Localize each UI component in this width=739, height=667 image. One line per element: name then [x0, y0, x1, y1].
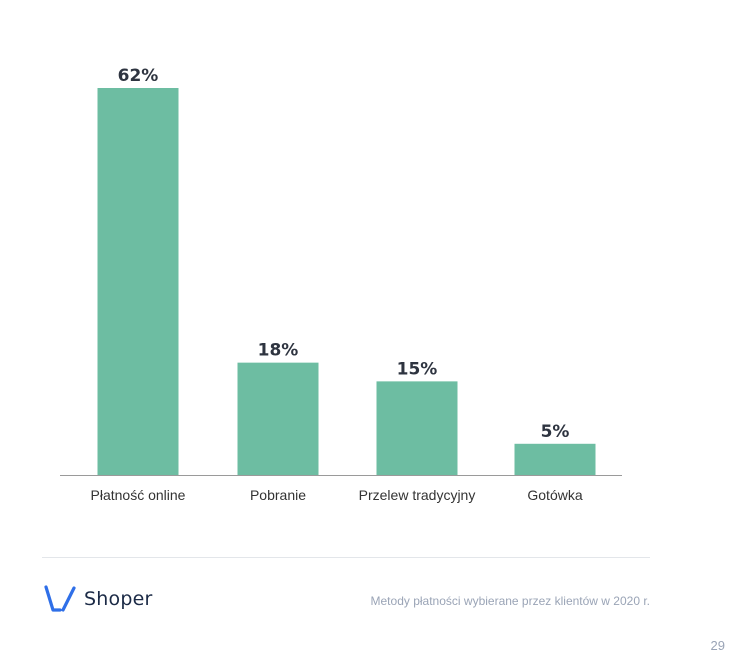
value-labels-group: 62% 18% 15% 5%	[118, 66, 570, 442]
shoper-logo: Shoper	[42, 583, 153, 615]
category-label-1: Płatność online	[91, 487, 186, 503]
bar-1	[97, 88, 179, 475]
value-label-4: 5%	[541, 422, 570, 442]
category-labels-group: Płatność online Pobranie Przelew tradycyjn…	[91, 487, 583, 503]
chart-caption: Metody płatności wybierane przez klientó…	[370, 594, 650, 608]
bar-2	[237, 362, 319, 475]
value-label-2: 18%	[258, 341, 299, 361]
category-label-4: Gotówka	[527, 487, 582, 503]
bar-4	[514, 443, 596, 475]
category-label-3: Przelew tradycyjny	[359, 487, 476, 503]
value-label-3: 15%	[397, 359, 438, 379]
value-label-1: 62%	[118, 66, 159, 86]
category-label-2: Pobranie	[250, 487, 306, 503]
bars-group	[97, 88, 596, 475]
page-number: 29	[710, 638, 725, 653]
shoper-logo-icon	[44, 585, 76, 612]
bar-3	[376, 381, 458, 475]
footer-divider	[42, 557, 650, 558]
brand-name: Shoper	[84, 588, 153, 610]
bar-chart: 62% 18% 15% 5% Płatność online Pobranie Przel…	[60, 66, 622, 503]
